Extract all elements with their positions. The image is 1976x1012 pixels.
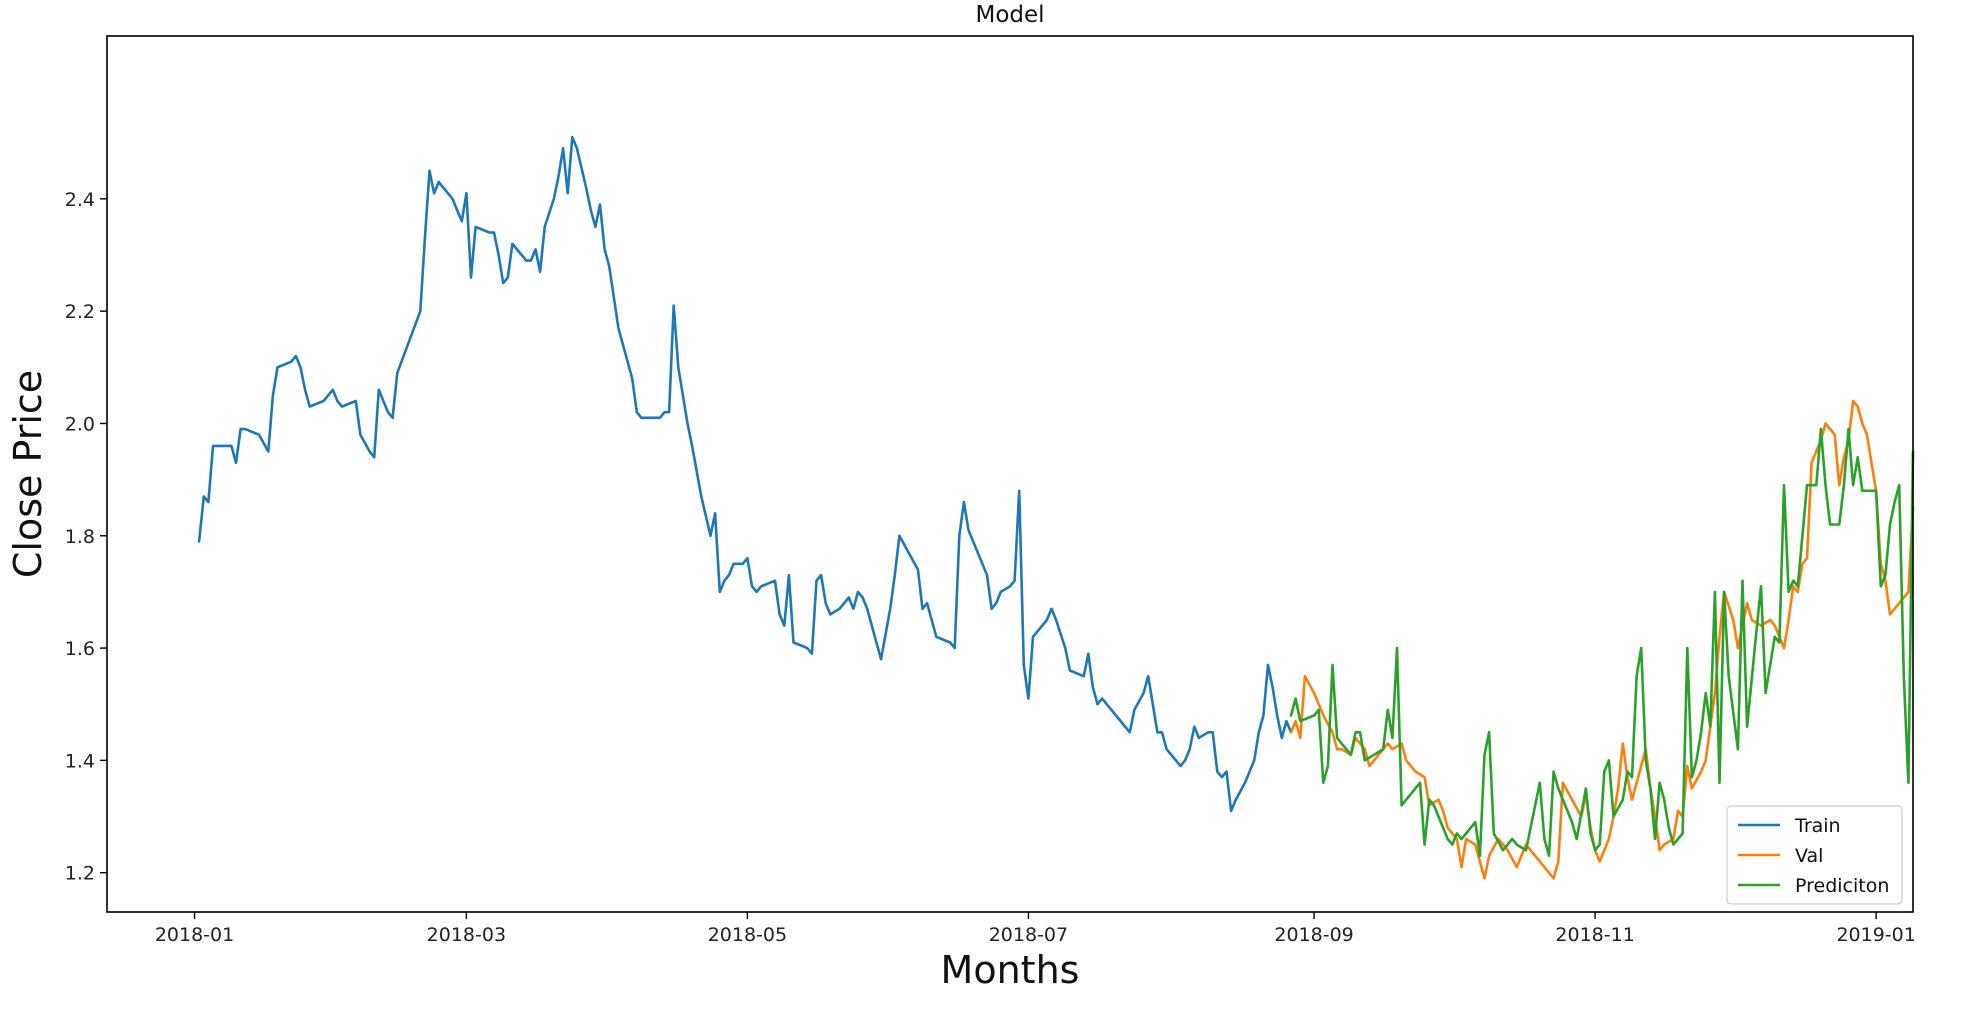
y-axis: 1.2 1.4 1.6 1.8 2.0 2.2 2.4 — [65, 189, 107, 885]
x-tick-label: 2018-09 — [1274, 924, 1353, 946]
y-tick-label: 1.2 — [65, 863, 95, 885]
legend-label-prediciton: Prediciton — [1795, 875, 1889, 897]
y-tick-label: 2.4 — [65, 189, 95, 211]
y-tick-label: 2.2 — [65, 301, 95, 323]
y-tick-label: 2.0 — [65, 413, 95, 435]
plot-area — [106, 35, 1915, 913]
series-lines — [197, 135, 1915, 880]
chart-title: Model — [975, 2, 1044, 28]
legend-box — [1726, 805, 1903, 905]
x-tick-label: 2018-05 — [708, 924, 787, 946]
y-tick-label: 1.4 — [65, 750, 95, 772]
x-tick-label: 2018-01 — [155, 924, 234, 946]
x-tick-label: 2018-11 — [1555, 924, 1634, 946]
legend-label-val: Val — [1795, 845, 1823, 867]
legend-label-train: Train — [1794, 815, 1841, 837]
series-line-prediciton — [1289, 427, 1915, 858]
x-axis-title: Months — [941, 948, 1080, 992]
axes-frame — [106, 35, 1914, 913]
y-tick-label: 1.8 — [65, 526, 95, 548]
y-tick-label: 1.6 — [65, 638, 95, 660]
x-tick-label: 2019-01 — [1836, 924, 1915, 946]
y-axis-title: Close Price — [6, 370, 50, 578]
x-axis: 2018-01 2018-03 2018-05 2018-07 2018-09 2018-… — [155, 912, 1916, 946]
legend: Train Val Prediciton — [1726, 805, 1903, 905]
series-line-train — [197, 135, 1293, 813]
x-tick-label: 2018-07 — [989, 924, 1068, 946]
x-tick-label: 2018-03 — [427, 924, 506, 946]
